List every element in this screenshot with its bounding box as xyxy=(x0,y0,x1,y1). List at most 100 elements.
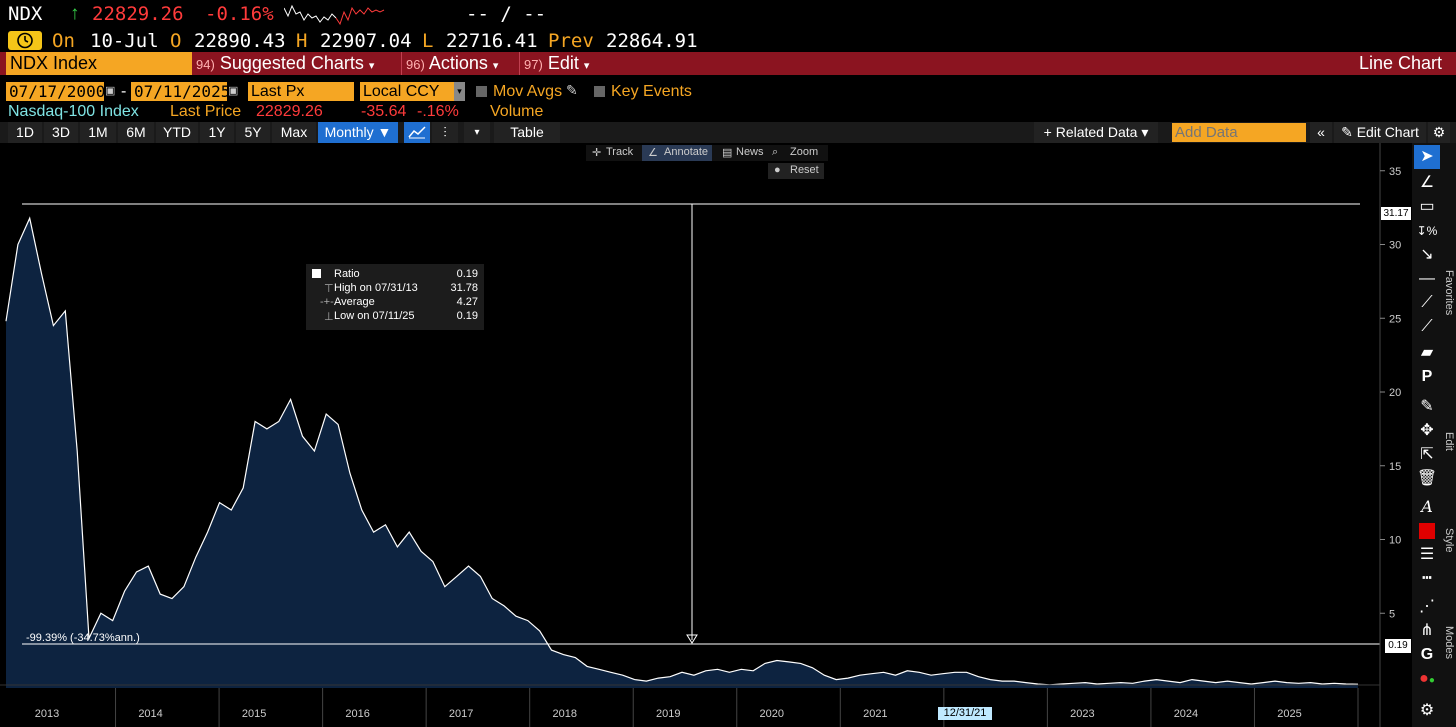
news-icon: ▤ xyxy=(722,147,733,159)
edit-chart-button[interactable]: ✎ Edit Chart xyxy=(1334,122,1426,143)
annotate-highlight xyxy=(642,145,712,161)
pencil-draw-icon[interactable]: ∠ xyxy=(1419,174,1435,191)
series-swatch xyxy=(312,269,321,278)
clock-icon[interactable] xyxy=(8,31,42,50)
start-date-field[interactable]: 07/17/2000 xyxy=(6,82,105,101)
range-5y-button[interactable]: 5Y xyxy=(236,122,270,143)
actions-menu[interactable]: 96) Actions ▾ xyxy=(406,52,518,75)
tooltip-avg-value: 4.27 xyxy=(456,296,478,308)
security-field[interactable]: NDX Index xyxy=(6,52,192,75)
prev-label: Prev xyxy=(548,30,594,52)
pointer-icon[interactable]: ➤ xyxy=(1414,145,1440,169)
line-weight-icon[interactable]: ☰ xyxy=(1419,546,1435,563)
x-tick-label: 2024 xyxy=(1174,708,1198,720)
suggested-num: 94) xyxy=(196,57,215,72)
range-ytd-button[interactable]: YTD xyxy=(156,122,198,143)
trendline-icon[interactable]: ⟋ xyxy=(1421,294,1433,311)
range-1m-button[interactable]: 1M xyxy=(80,122,116,143)
high-marker-icon: ⊤ xyxy=(324,283,334,295)
palette-icon[interactable]: ●● xyxy=(1419,670,1435,687)
horizontal-line-icon[interactable]: — xyxy=(1419,270,1435,287)
color-swatch-icon[interactable] xyxy=(1414,519,1440,543)
high-value-tag: 31.17 xyxy=(1381,207,1411,220)
style-tab[interactable]: Style xyxy=(1443,528,1455,553)
ticker-symbol[interactable]: NDX xyxy=(8,3,43,25)
calendar-icon[interactable]: ▣ xyxy=(228,85,239,97)
range-3d-button[interactable]: 3D xyxy=(44,122,78,143)
x-axis: 2013201420152016201720182019202020212022… xyxy=(35,688,1359,727)
tooltip-low-label: Low on 07/11/25 xyxy=(334,310,415,322)
chart-toolbar: 1D 3D 1M 6M YTD 1Y 5Y Max Monthly ▼ ⫶ ▾ … xyxy=(0,122,1456,143)
dotted-line-icon[interactable]: ⋰ xyxy=(1419,598,1435,615)
zoom-icon: ⌕ xyxy=(772,146,779,158)
mov-avgs-checkbox[interactable] xyxy=(476,86,487,97)
pencil-icon[interactable]: ✎ xyxy=(566,82,578,98)
tooltip-ratio-value: 0.19 xyxy=(456,268,478,280)
modes-tab[interactable]: Modes xyxy=(1443,626,1455,660)
rectangle-icon[interactable]: ▭ xyxy=(1419,198,1435,215)
x-tick-label: 2023 xyxy=(1070,708,1094,720)
channel-icon[interactable]: ▰ xyxy=(1420,344,1434,361)
percent-icon[interactable]: ↧% xyxy=(1416,224,1438,238)
range-max-button[interactable]: Max xyxy=(272,122,316,143)
move-icon[interactable]: ✥ xyxy=(1420,422,1434,439)
suggested-charts-menu[interactable]: 94) Suggested Charts ▾ xyxy=(196,52,400,75)
mov-avgs-label[interactable]: Mov Avgs xyxy=(493,83,563,100)
calendar-icon[interactable]: ▣ xyxy=(105,85,116,97)
trash-icon[interactable]: 🗑 xyxy=(1416,470,1438,487)
cursor-date-tag: 12/31/21 xyxy=(938,707,992,720)
line-chart-icon[interactable] xyxy=(404,122,430,143)
brush-icon[interactable]: ✎ xyxy=(1420,398,1434,415)
chevron-down-icon[interactable]: ▾ xyxy=(454,82,465,101)
parking-icon[interactable]: P xyxy=(1421,368,1433,385)
reset-button[interactable]: ● Reset xyxy=(768,163,824,179)
text-icon[interactable]: A xyxy=(1421,497,1433,516)
x-tick-label: 2014 xyxy=(138,708,162,720)
field-select[interactable]: Last Px xyxy=(248,82,354,101)
range-1d-button[interactable]: 1D xyxy=(8,122,42,143)
select-icon[interactable]: ⇱ xyxy=(1420,446,1434,463)
last-price-label: Last Price xyxy=(170,103,242,120)
prev-value: 22864.91 xyxy=(606,30,698,52)
news-button[interactable]: News xyxy=(736,146,764,158)
chevron-down-icon[interactable]: ▾ xyxy=(464,122,490,143)
low-label: L xyxy=(422,30,434,52)
ray-icon[interactable]: ⟋ xyxy=(1421,318,1433,335)
chart-frame xyxy=(0,143,1381,727)
key-events-label[interactable]: Key Events xyxy=(611,83,692,100)
gear-icon[interactable]: ⚙ xyxy=(1428,122,1450,143)
range-6m-button[interactable]: 6M xyxy=(118,122,154,143)
track-button[interactable]: Track xyxy=(606,146,634,158)
chart-type-label: Line Chart xyxy=(1358,53,1442,73)
g-mode-icon[interactable]: G xyxy=(1420,646,1434,663)
related-data-button[interactable]: + Related Data ▾ xyxy=(1034,122,1158,143)
collapse-icon[interactable]: « xyxy=(1310,122,1332,143)
line-style-icon[interactable]: ┅ xyxy=(1422,570,1432,587)
x-tick-label: 2025 xyxy=(1277,708,1301,720)
reset-label: Reset xyxy=(790,164,819,176)
arrow-line-icon[interactable]: ↘ xyxy=(1420,246,1434,263)
period-select[interactable]: Monthly ▼ xyxy=(318,122,398,143)
currency-select[interactable]: Local CCY xyxy=(360,82,454,101)
edit-tab[interactable]: Edit xyxy=(1443,432,1455,451)
settings-gear-icon[interactable]: ⚙ xyxy=(1419,702,1435,719)
table-button[interactable]: Table xyxy=(494,122,560,143)
last-price-value: 22829.26 xyxy=(256,103,323,120)
zoom-button[interactable]: Zoom xyxy=(790,146,819,158)
crosshair-icon: ✛ xyxy=(592,147,602,159)
end-date-field[interactable]: 07/11/2025 xyxy=(131,82,230,101)
favorites-tab[interactable]: Favorites xyxy=(1443,270,1455,316)
plot-layer xyxy=(5,203,1380,688)
quote-row: On 10-Jul O 22890.43 H 22907.04 L 22716.… xyxy=(0,30,1456,52)
magnet-icon[interactable]: ⋔ xyxy=(1420,622,1434,639)
edit-menu[interactable]: 97) Edit ▾ xyxy=(524,52,606,75)
candlestick-icon[interactable]: ⫶ xyxy=(432,122,458,143)
x-tick-label: 2021 xyxy=(863,708,887,720)
add-data-input[interactable] xyxy=(1172,123,1306,142)
range-1y-button[interactable]: 1Y xyxy=(200,122,234,143)
ticker-price: 22829.26 xyxy=(92,3,184,25)
annotate-button[interactable]: Annotate xyxy=(664,146,709,158)
actions-num: 96) xyxy=(406,57,425,72)
key-events-checkbox[interactable] xyxy=(594,86,605,97)
